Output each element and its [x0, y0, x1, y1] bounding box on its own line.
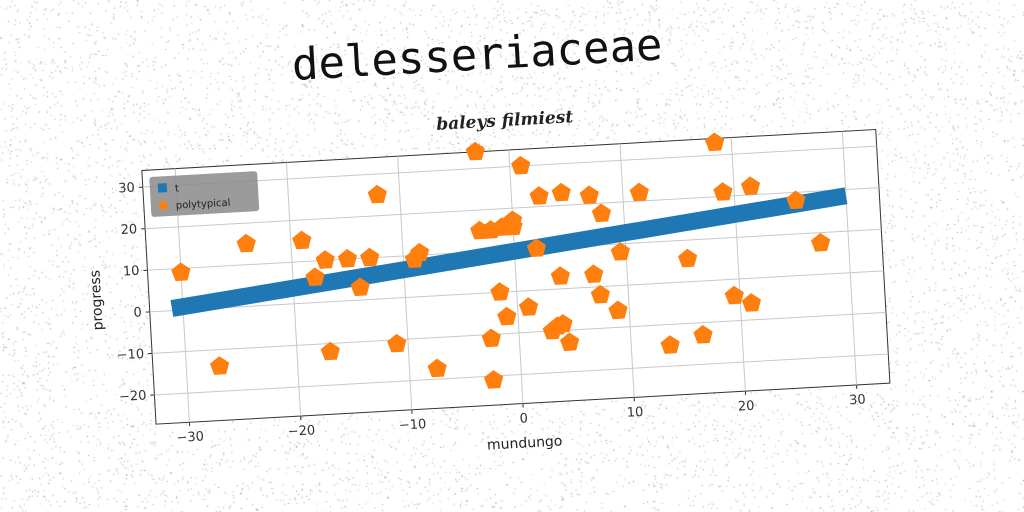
data-point [409, 242, 430, 262]
data-point [503, 216, 523, 236]
x-tick-label: −30 [176, 429, 204, 446]
data-point [629, 182, 649, 202]
x-axis-label: mundungo [487, 433, 563, 453]
data-point [713, 182, 733, 201]
legend-box [149, 171, 260, 217]
y-gridline [154, 353, 889, 396]
data-point [490, 282, 510, 301]
y-gridline [152, 311, 886, 354]
x-gridline [508, 149, 524, 404]
x-gridline [397, 156, 413, 410]
data-point [740, 176, 761, 196]
legend-swatch-line [157, 183, 168, 193]
data-point [553, 314, 573, 333]
y-tick-label: −10 [116, 347, 144, 364]
data-point [481, 328, 501, 348]
legend-label-line: t [175, 183, 180, 194]
data-point [693, 325, 713, 344]
data-point [579, 185, 599, 205]
data-point [387, 333, 407, 353]
data-point [741, 293, 762, 312]
data-point [427, 358, 447, 378]
x-tick-label: 10 [626, 405, 643, 421]
data-point [810, 232, 831, 252]
y-tick-label: 20 [120, 222, 137, 238]
data-point [786, 190, 806, 210]
data-point [497, 306, 517, 326]
data-point [367, 184, 387, 204]
series-line [170, 187, 848, 317]
x-tick-label: −20 [287, 423, 315, 440]
legend: t polytypical [149, 171, 260, 217]
y-gridline [149, 270, 884, 313]
x-gridline [619, 143, 635, 398]
data-point [591, 203, 612, 223]
data-point [550, 266, 570, 285]
data-point [236, 233, 256, 253]
data-point [518, 297, 539, 316]
data-point [350, 277, 370, 297]
chart-title: baleys filmiest [436, 107, 574, 135]
x-tick-label: 0 [519, 411, 528, 426]
y-tick-label: 10 [123, 264, 140, 280]
data-point [305, 267, 325, 287]
data-point [483, 370, 504, 389]
legend-label-points: polytypical [176, 198, 231, 212]
data-point [724, 285, 744, 305]
data-point [337, 248, 358, 268]
tick-layer: −30 −20 −10 0 10 20 30 −20 −10 0 10 20 30 [116, 181, 866, 446]
x-tick-label: 30 [849, 392, 866, 408]
data-point [660, 335, 680, 354]
legend-marker-pentagon [158, 200, 169, 210]
data-point [511, 155, 531, 175]
x-gridline [730, 137, 746, 392]
data-point [526, 238, 547, 258]
data-point [704, 132, 725, 152]
plot-area: −30 −20 −10 0 10 20 30 −20 −10 0 10 20 30 mundungo p… [87, 128, 891, 454]
data-point [559, 332, 580, 352]
data-point [584, 264, 604, 284]
data-point [315, 250, 335, 269]
legend-swatch-points [158, 200, 169, 210]
data-point [209, 356, 230, 375]
x-tick-label: 20 [738, 399, 755, 415]
data-point [529, 186, 549, 205]
x-tick-label: −10 [399, 417, 427, 434]
data-point [292, 230, 312, 250]
series-line-layer [170, 187, 848, 317]
data-point [608, 300, 628, 320]
data-point [171, 262, 191, 282]
data-point [610, 242, 630, 261]
y-axis-label: progress [87, 270, 106, 331]
data-point [360, 247, 380, 267]
y-tick-label: 30 [118, 181, 135, 197]
data-point [590, 284, 610, 304]
data-point [551, 182, 571, 202]
data-point [677, 248, 698, 268]
data-point [465, 141, 485, 161]
series-points-layer [171, 132, 831, 389]
y-tick-label: 0 [133, 305, 142, 320]
y-gridline [145, 187, 880, 230]
data-point [320, 341, 340, 361]
y-gridline [142, 145, 877, 188]
y-tick-label: −20 [119, 388, 147, 405]
x-gridline [841, 131, 858, 385]
